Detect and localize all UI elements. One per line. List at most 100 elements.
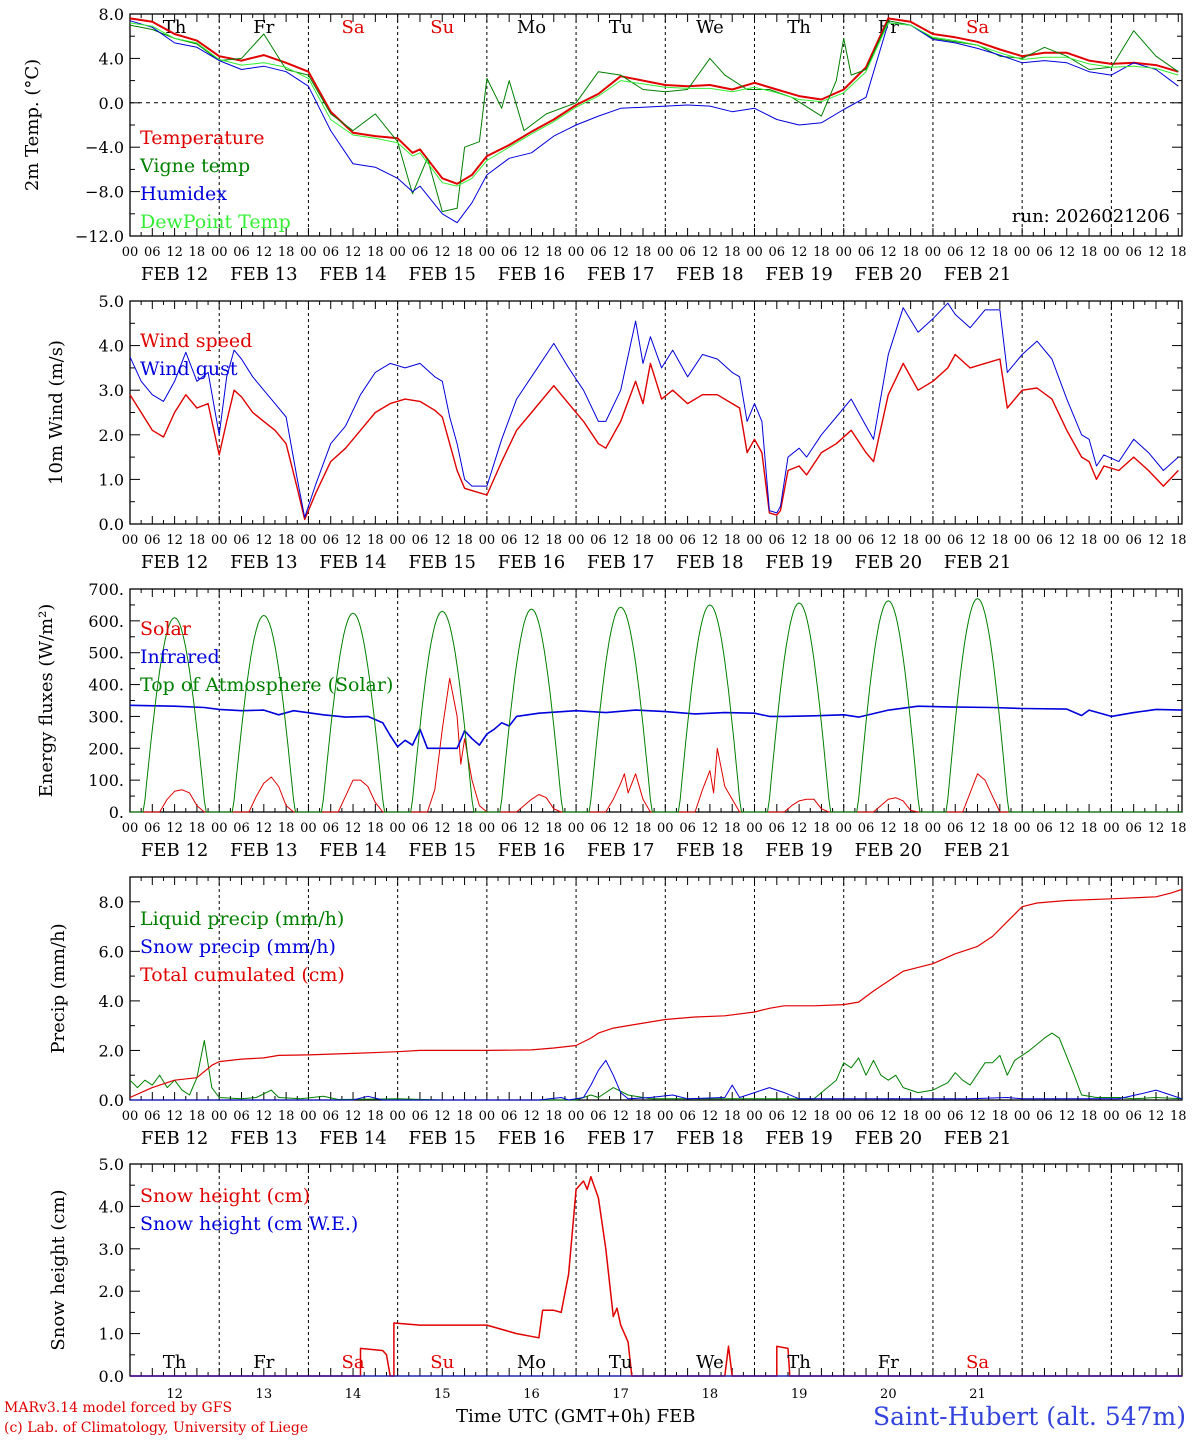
hour-tick-label: 06 (769, 1109, 786, 1124)
hour-tick-label: 00 (568, 245, 585, 260)
hour-tick-label: 00 (389, 533, 406, 548)
hour-tick-label: 00 (122, 1109, 139, 1124)
hour-tick-label: 12 (1058, 821, 1075, 836)
weekday-label: Su (430, 1352, 454, 1373)
legend-entry: Humidex (140, 183, 227, 205)
hour-tick-label: 12 (702, 533, 719, 548)
day-number-label: 12 (166, 1387, 183, 1402)
y-tick-label: 3.0 (99, 381, 124, 400)
day-number-label: 18 (702, 1387, 719, 1402)
hour-tick-label: 12 (880, 1109, 897, 1124)
hour-tick-label: 18 (635, 821, 652, 836)
hour-tick-label: 06 (679, 821, 696, 836)
hour-tick-label: 18 (546, 1109, 563, 1124)
date-label: FEB 18 (676, 840, 743, 861)
hour-tick-label: 00 (1103, 533, 1120, 548)
hour-tick-label: 18 (278, 1109, 295, 1124)
hour-tick-label: 00 (925, 245, 942, 260)
panel-frame-precip (129, 876, 1183, 1101)
model-credit: MARv3.14 model forced by GFS (4, 1400, 233, 1416)
hour-tick-label: 18 (1170, 533, 1187, 548)
hour-tick-label: 00 (479, 1109, 496, 1124)
y-tick-label: 4.0 (99, 1197, 124, 1216)
hour-tick-label: 00 (300, 821, 317, 836)
hour-tick-label: 06 (233, 1109, 250, 1124)
hour-tick-label: 18 (367, 533, 384, 548)
date-label: FEB 20 (855, 840, 922, 861)
hour-tick-label: 00 (300, 1109, 317, 1124)
hour-tick-label: 06 (590, 533, 607, 548)
hour-tick-label: 12 (880, 245, 897, 260)
hour-tick-label: 00 (925, 533, 942, 548)
legend-entry: DewPoint Temp (140, 211, 291, 233)
hour-tick-label: 06 (412, 821, 429, 836)
hour-tick-label: 12 (345, 1109, 362, 1124)
y-tick-label: 4.0 (99, 992, 124, 1011)
hour-tick-label: 12 (791, 533, 808, 548)
legend-entry: Vigne temp (139, 155, 250, 177)
hour-tick-label: 06 (858, 821, 875, 836)
weekday-label: Sa (966, 17, 989, 38)
hour-tick-label: 00 (300, 533, 317, 548)
y-tick-label: 8.0 (99, 5, 124, 24)
hour-tick-label: 06 (412, 245, 429, 260)
hour-tick-label: 00 (568, 533, 585, 548)
month-label: FEB (656, 1406, 696, 1427)
date-label: FEB 16 (498, 264, 565, 285)
hour-tick-label: 06 (144, 1109, 161, 1124)
hour-tick-label: 06 (590, 1109, 607, 1124)
date-label: FEB 15 (409, 264, 476, 285)
y-axis-label: Energy fluxes (W/m²) (36, 604, 57, 798)
hour-tick-label: 12 (612, 533, 629, 548)
hour-tick-label: 00 (568, 1109, 585, 1124)
hour-tick-label: 12 (969, 1109, 986, 1124)
series-line-wind-gust (129, 302, 1179, 518)
hour-tick-label: 06 (769, 245, 786, 260)
hour-tick-label: 18 (1170, 1109, 1187, 1124)
date-label: FEB 15 (409, 552, 476, 573)
day-number-label: 15 (434, 1387, 451, 1402)
hour-tick-label: 12 (1148, 245, 1165, 260)
y-tick-label: 500. (88, 644, 124, 663)
y-tick-label: 2.0 (99, 426, 124, 445)
weekday-label: Tu (609, 17, 633, 38)
date-label: FEB 17 (587, 1128, 654, 1149)
y-tick-label: 6.0 (99, 942, 124, 961)
y-tick-label: 2.0 (99, 1282, 124, 1301)
y-tick-label: 400. (88, 676, 124, 695)
date-label: FEB 13 (230, 1128, 297, 1149)
hour-tick-label: 12 (969, 821, 986, 836)
hour-tick-label: 18 (189, 245, 206, 260)
hour-tick-label: 00 (1103, 1109, 1120, 1124)
hour-tick-label: 18 (902, 821, 919, 836)
y-tick-label: 5.0 (99, 292, 124, 311)
hour-tick-label: 00 (835, 821, 852, 836)
legend-entry: Wind gust (140, 358, 238, 380)
weekday-label: We (696, 17, 724, 38)
hour-tick-label: 18 (546, 245, 563, 260)
y-tick-label: 0.0 (99, 515, 124, 534)
hour-tick-label: 18 (813, 821, 830, 836)
date-label: FEB 15 (409, 840, 476, 861)
date-label: FEB 16 (498, 840, 565, 861)
hour-tick-label: 00 (925, 1109, 942, 1124)
hour-tick-label: 12 (434, 245, 451, 260)
series-line-infrared (129, 704, 1183, 750)
hour-tick-label: 06 (679, 1109, 696, 1124)
hour-tick-label: 06 (412, 533, 429, 548)
hour-tick-label: 12 (523, 533, 540, 548)
hour-tick-label: 00 (746, 533, 763, 548)
hour-tick-label: 00 (746, 821, 763, 836)
hour-tick-label: 18 (456, 1109, 473, 1124)
hour-tick-label: 00 (389, 1109, 406, 1124)
hour-tick-label: 00 (1014, 533, 1031, 548)
hour-tick-label: 12 (702, 1109, 719, 1124)
date-label: FEB 13 (230, 264, 297, 285)
hour-tick-label: 06 (590, 245, 607, 260)
hour-tick-label: 12 (1058, 1109, 1075, 1124)
date-label: FEB 18 (676, 264, 743, 285)
day-number-label: 16 (523, 1387, 540, 1402)
hour-tick-label: 00 (389, 245, 406, 260)
hour-tick-label: 06 (1036, 1109, 1053, 1124)
hour-tick-label: 06 (858, 245, 875, 260)
